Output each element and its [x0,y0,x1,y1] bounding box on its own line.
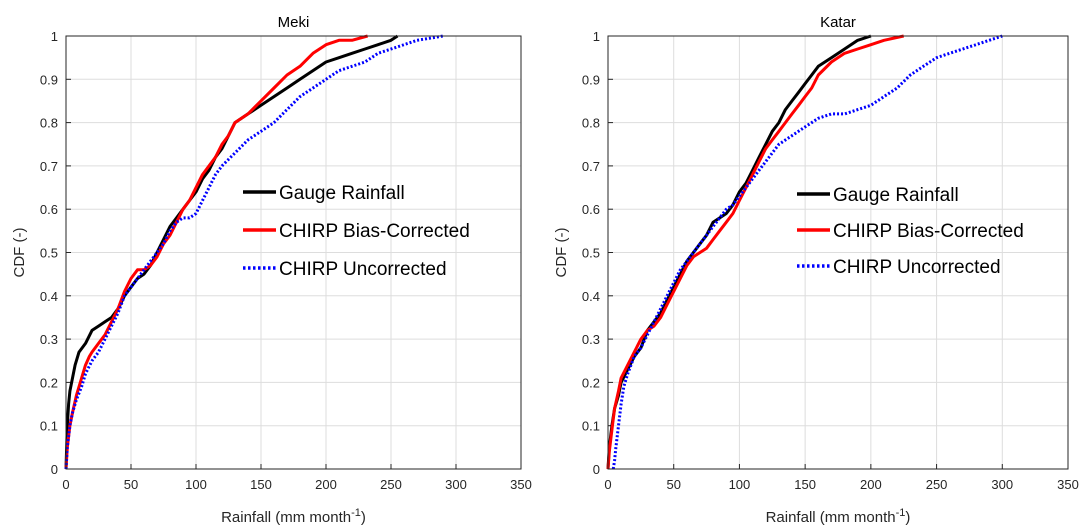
x-tick-label: 250 [380,477,402,492]
x-tick-label: 200 [315,477,337,492]
x-axis-label: Rainfall (mm month-1) [221,507,366,526]
legend: Gauge Rainfall CHIRP Bias-Corrected CHIRP … [243,183,470,280]
y-tick-label: 0.1 [582,419,600,434]
y-tick-label: 0.2 [40,375,58,390]
x-tick-label: 150 [794,477,816,492]
y-tick-label: 0.7 [40,159,58,174]
x-tick-label: 300 [991,477,1013,492]
series-group [606,34,1003,470]
x-tick-label: 0 [62,477,69,492]
x-tick-label: 100 [185,477,207,492]
chart-title: Meki [278,14,310,31]
x-tick-label: 100 [729,477,751,492]
legend-label: Gauge Rainfall [833,185,959,206]
x-axis-label-end: ) [361,509,366,526]
y-tick-label: 0.3 [582,332,600,347]
x-tick-label: 250 [926,477,948,492]
x-tick-label: 50 [124,477,138,492]
y-tick-label: 0.6 [582,202,600,217]
legend-label: CHIRP Uncorrected [833,257,1001,278]
series-line-chirp-uncorrected [611,34,1003,470]
legend-label: CHIRP Uncorrected [279,259,447,280]
y-tick-label: 0 [593,462,600,477]
axes-box [65,35,522,470]
chart-panel-meki: Meki CDF (-) Rainfall (mm month-1) 0 50 10… [11,14,532,526]
y-tick-label: 0.4 [40,289,58,304]
x-tick-label: 50 [666,477,680,492]
y-tick-label: 0.3 [40,332,58,347]
series-line-chirp-uncorrected [64,34,444,470]
axes-box [607,35,1069,470]
y-tick-label: 0.4 [582,289,600,304]
x-axis-label-superscript: -1 [351,507,361,519]
x-tick-label: 200 [860,477,882,492]
series-line-gauge-rainfall [606,34,872,470]
x-axis-label-main: Rainfall (mm month [221,509,351,526]
y-tick-label: 0 [51,462,58,477]
tick-labels: 0 50 100 150 200 250 300 350 0 0.1 0.2 0.3 0.4 0.5 0.6… [582,29,1079,492]
x-tick-label: 350 [1057,477,1079,492]
y-tick-label: 0.8 [582,116,600,131]
x-axis-label-main: Rainfall (mm month [766,509,896,526]
legend-label: Gauge Rainfall [279,183,405,204]
x-tick-label: 150 [250,477,272,492]
legend-label: CHIRP Bias-Corrected [279,221,470,242]
x-axis-label: Rainfall (mm month-1) [766,507,911,526]
chart-title: Katar [820,14,856,31]
y-tick-label: 0.1 [40,419,58,434]
series-line-chirp-bias-corrected [606,34,905,470]
tick-labels: 0 50 100 150 200 250 300 350 0 0.1 0.2 0.3 0.4 0.5 0.6… [40,29,532,492]
legend-label: CHIRP Bias-Corrected [833,221,1024,242]
y-tick-label: 0.8 [40,116,58,131]
y-tick-label: 0.5 [40,246,58,261]
y-tick-label: 1 [593,29,600,44]
y-tick-label: 0.9 [40,72,58,87]
x-tick-label: 300 [445,477,467,492]
x-tick-label: 0 [604,477,611,492]
legend: Gauge Rainfall CHIRP Bias-Corrected CHIRP … [797,185,1024,278]
y-tick-label: 0.6 [40,202,58,217]
y-tick-label: 0.5 [582,246,600,261]
y-tick-label: 0.2 [582,375,600,390]
series-line-chirp-bias-corrected [64,34,368,470]
x-axis-label-end: ) [905,509,910,526]
y-tick-label: 0.7 [582,159,600,174]
x-axis-label-superscript: -1 [896,507,906,519]
series-group [64,34,444,470]
y-axis-label: CDF (-) [11,228,28,278]
chart-panel-katar: Katar CDF (-) Rainfall (mm month-1) 0 50 1… [553,14,1079,526]
x-tick-label: 350 [510,477,532,492]
y-tick-label: 0.9 [582,72,600,87]
y-tick-label: 1 [51,29,58,44]
y-axis-label: CDF (-) [553,228,570,278]
